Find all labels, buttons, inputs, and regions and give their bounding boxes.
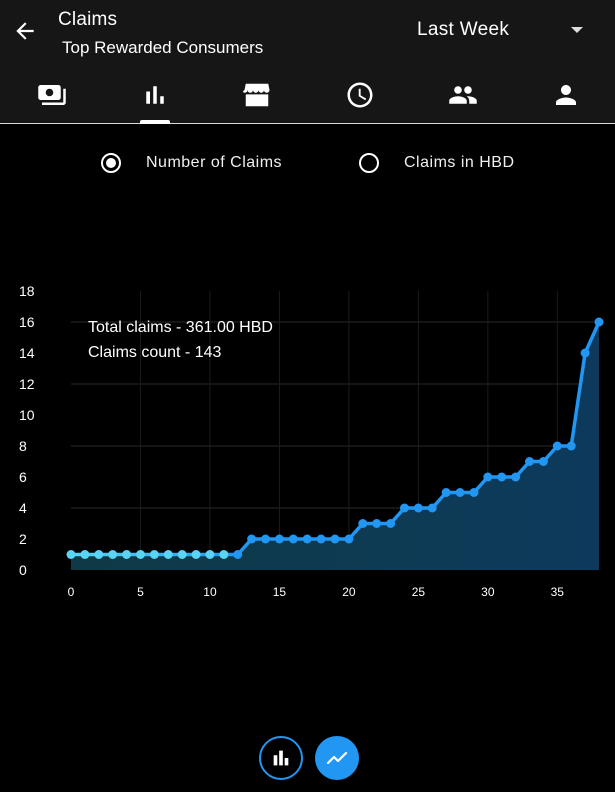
data-point	[108, 550, 118, 559]
tab-indicator	[140, 120, 170, 124]
x-tick-label: 10	[203, 585, 217, 599]
period-dropdown[interactable]: Last Week	[405, 14, 605, 46]
claims-count-text: Claims count - 143	[88, 344, 222, 361]
data-point	[441, 488, 451, 497]
y-tick-label: 6	[19, 469, 27, 485]
data-point	[205, 550, 215, 559]
data-point	[177, 550, 187, 559]
page-subtitle: Top Rewarded Consumers	[62, 38, 264, 57]
data-point	[316, 534, 326, 544]
data-point	[288, 534, 298, 544]
period-value: Last Week	[417, 19, 510, 40]
x-tick-label: 5	[137, 585, 144, 599]
y-tick-label: 8	[19, 438, 27, 454]
radio-label-claims-in-hbd: Claims in HBD	[404, 154, 515, 171]
data-point	[247, 534, 257, 544]
data-point	[399, 503, 409, 513]
dropdown-arrow-icon	[571, 27, 583, 33]
tab-bar-chart[interactable]	[125, 76, 185, 122]
x-tick-label: 20	[342, 585, 356, 599]
data-point	[122, 550, 132, 559]
arrow-back-icon	[16, 22, 34, 40]
y-tick-label: 0	[19, 562, 27, 578]
x-tick-label: 25	[412, 585, 426, 599]
data-point	[330, 534, 340, 544]
data-point	[94, 550, 104, 559]
data-point	[149, 550, 159, 559]
app-bar: Claims Top Rewarded Consumers Last Week	[0, 0, 615, 124]
data-point	[594, 317, 604, 327]
y-tick-label: 16	[19, 314, 35, 330]
radio-number-of-claims[interactable]: Number of Claims	[101, 150, 282, 176]
y-tick-label: 12	[19, 376, 35, 392]
x-tick-label: 30	[481, 585, 495, 599]
tab-clock[interactable]	[330, 76, 390, 122]
y-tick-label: 14	[19, 345, 35, 361]
data-point	[427, 503, 437, 513]
data-point	[219, 550, 229, 559]
back-button[interactable]	[10, 16, 40, 46]
data-point	[344, 534, 354, 544]
data-point	[135, 550, 145, 559]
data-point	[455, 488, 465, 497]
data-point	[386, 519, 396, 528]
data-point	[525, 457, 535, 466]
data-point	[66, 550, 76, 559]
data-point	[483, 472, 493, 482]
data-point	[191, 550, 201, 559]
radio-claims-in-hbd[interactable]: Claims in HBD	[359, 150, 515, 176]
y-tick-label: 2	[19, 531, 27, 547]
claims-chart: 0 2 4 6 8 10 12 14 16 18 0 5 10 15 20 25 30 35	[19, 283, 604, 599]
data-point	[358, 519, 368, 528]
data-point	[163, 550, 173, 559]
data-point	[80, 550, 90, 559]
data-point	[469, 488, 479, 497]
data-point	[274, 534, 284, 544]
line-chart-icon	[326, 751, 348, 765]
money-icon	[38, 85, 66, 105]
radio-label-number-of-claims: Number of Claims	[146, 154, 283, 171]
y-tick-label: 10	[19, 407, 35, 423]
bar-chart-icon	[146, 86, 164, 104]
person-icon	[556, 85, 576, 105]
data-point	[511, 472, 521, 482]
x-tick-label: 0	[68, 585, 75, 599]
area-fill	[71, 322, 599, 570]
data-point	[538, 457, 548, 466]
y-tick-label: 18	[19, 283, 35, 299]
bar-view-button[interactable]	[259, 736, 303, 780]
data-point	[566, 441, 576, 451]
data-point	[497, 472, 507, 482]
x-tick-label: 35	[551, 585, 565, 599]
radio-selected-icon	[101, 153, 121, 173]
data-point	[261, 534, 271, 544]
line-view-button[interactable]	[315, 736, 359, 780]
clock-icon	[347, 82, 373, 108]
data-point	[580, 348, 590, 358]
data-point	[233, 550, 243, 559]
data-point	[552, 441, 562, 451]
tab-store[interactable]	[227, 76, 287, 122]
bar-chart-icon	[273, 750, 289, 766]
x-tick-label: 15	[273, 585, 287, 599]
data-point	[372, 519, 382, 528]
people-icon	[449, 86, 477, 104]
tab-person[interactable]	[536, 76, 596, 122]
data-point	[413, 503, 423, 513]
tab-people[interactable]	[433, 76, 493, 122]
total-claims-text: Total claims - 361.00 HBD	[88, 319, 273, 336]
y-tick-label: 4	[19, 500, 27, 516]
page-title: Claims	[58, 9, 118, 30]
radio-unselected-icon	[359, 153, 379, 173]
store-icon	[243, 83, 270, 107]
tab-money[interactable]	[22, 76, 82, 122]
data-point	[302, 534, 312, 544]
